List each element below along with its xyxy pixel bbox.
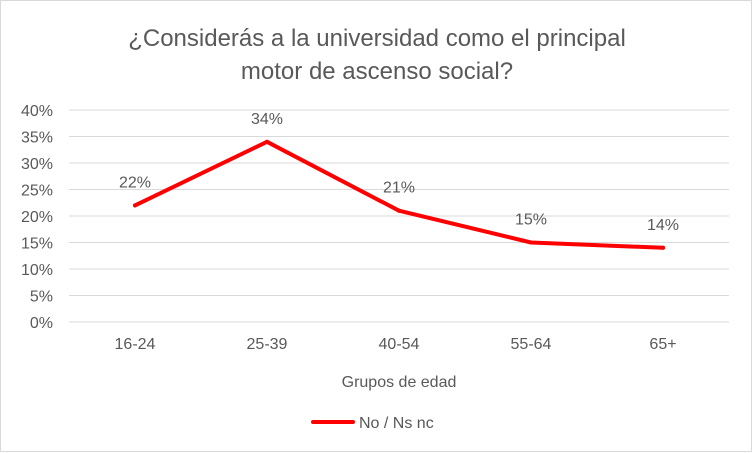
data-point [661, 245, 665, 250]
y-tick-label: 5% [30, 289, 53, 306]
y-tick-label: 20% [21, 209, 53, 226]
y-tick-label: 30% [21, 156, 53, 173]
data-label: 34% [251, 111, 283, 128]
y-tick-label: 25% [21, 183, 53, 200]
chart-title-line-1: ¿Considerás a la universidad como el pri… [128, 25, 626, 52]
y-tick-label: 15% [21, 236, 53, 253]
x-tick-label: 16-24 [115, 336, 156, 353]
y-tick-label: 35% [21, 130, 53, 147]
y-tick-label: 10% [21, 262, 53, 279]
data-point [397, 208, 401, 213]
x-axis-label: Grupos de edad [342, 374, 457, 391]
y-tick-label: 0% [30, 315, 53, 332]
y-tick-label: 40% [21, 103, 53, 120]
chart-title-line-2: motor de ascenso social? [241, 58, 513, 85]
data-point [265, 139, 269, 144]
x-tick-label: 65+ [649, 336, 676, 353]
data-label: 14% [647, 217, 679, 234]
data-label: 21% [383, 180, 415, 197]
data-point [133, 203, 137, 208]
data-point [529, 240, 533, 245]
data-label: 15% [515, 212, 547, 229]
x-tick-label: 25-39 [247, 336, 288, 353]
x-tick-label: 55-64 [511, 336, 552, 353]
data-label: 22% [119, 174, 151, 191]
legend-label: No / Ns nc [359, 415, 434, 432]
x-tick-label: 40-54 [379, 336, 420, 353]
